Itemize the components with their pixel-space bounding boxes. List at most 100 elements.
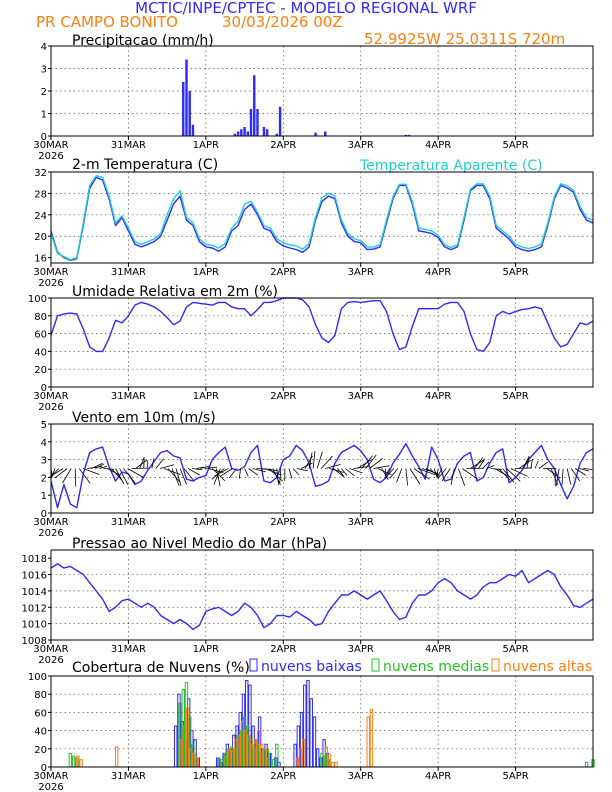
wind-arrow [385,468,391,476]
wind-ytick-label: 0 [41,509,47,520]
legend-swatch-low [249,658,258,672]
wind-arrow [579,468,589,472]
rh-ytick-label: 20 [34,365,47,376]
wind-arrow [204,466,218,469]
clouds-bar [315,748,320,768]
wind-arrow [308,452,313,469]
wind-xtick-label: 5APR [502,517,528,528]
temp-ytick-label: 20 [34,232,47,243]
wind-arrow [264,468,282,476]
wind-arrow [345,468,355,477]
header-location: PR CAMPO BONITO [36,13,178,31]
precip-frame [50,45,594,137]
precip-title: Precipitacao (mm/h) [72,33,214,49]
temp-xtick-label: 5APR [502,267,528,278]
pressure-title: Pressao ao Nivel Medio do Mar (hPa) [72,536,327,552]
wind-arrow [213,468,221,485]
wind-frame [50,423,594,514]
wind-arrow [107,468,120,476]
rh-xtick-label: 3APR [348,391,374,402]
pressure-series-line [50,563,594,631]
precip-ytick-label: 2 [41,87,47,98]
wind-arrow [252,468,266,473]
wind-arrow [212,468,226,482]
precip-bar [236,131,240,136]
wind-arrow [127,468,144,478]
rh-xtick-label: 2APR [270,391,296,402]
legend-swatch-high [491,658,500,672]
rh-title: Umidade Relativa em 2m (%) [72,284,278,300]
precip-bar [249,109,253,136]
precip-xtick-label: 4APR [425,140,451,151]
wind-arrow [417,468,435,476]
wind-arrow [405,468,408,486]
precip-bar [246,131,250,136]
rh-ytick-label: 0 [41,383,47,394]
clouds-bar [306,680,310,768]
wind-xtick-label: 1APR [193,517,219,528]
wind-arrow [272,468,281,486]
clouds-title: Cobertura de Nuvens (%) [72,660,250,676]
pressure-xtick-label: 31MAR [111,644,146,655]
wind-arrow [396,468,403,483]
precip-xtick-year: 2026 [38,151,63,162]
rh-panel: 0 20 40 60 80 100 Umidade Relativa em 2m (%) 30… [28,284,594,413]
clouds-xtick-label: 30MAR [33,771,68,782]
wind-arrow [248,468,259,476]
wind-arrow [167,468,181,483]
wind-arrow [506,468,521,482]
wind-arrow [566,468,572,485]
wind-arrow [522,456,530,469]
pressure-xtick-label: 5APR [502,644,528,655]
wind-arrow [413,468,430,480]
wind-xtick-label: 4APR [425,517,451,528]
wind-arrow [486,465,495,469]
rh-xtick-year: 2026 [38,402,63,413]
wind-arrow [123,468,136,484]
temp-ytick-label: 32 [34,168,47,179]
wind-arrow [353,466,369,469]
pressure-ytick-label: 1014 [22,587,47,598]
wind-arrow [470,459,484,469]
wind-arrow [575,468,587,476]
wind-arrow [436,468,443,478]
wind-arrow [333,468,344,477]
wind-arrow [175,468,182,486]
precip-xtick-label: 31MAR [111,140,146,151]
temp-xtick-label: 30MAR [33,267,68,278]
temp-xtick-year: 2026 [38,278,63,289]
header-title: MCTIC/INPE/CPTEC - MODELO REGIONAL WRF [135,0,477,17]
clouds-bar [584,761,589,768]
wind-arrow [341,468,348,476]
pressure-ytick-label: 1008 [22,636,47,647]
clouds-bar [174,725,178,768]
precip-xtick-label: 2APR [270,140,296,151]
wind-ytick-label: 5 [41,420,47,431]
clouds-ytick-label: 0 [41,763,47,774]
precip-bar [233,133,237,136]
rh-xtick-label: 30MAR [33,391,68,402]
temp-series-line [50,175,594,261]
clouds-bar [331,761,335,768]
wind-arrow [320,455,333,469]
wind-arrow [78,468,91,484]
precip-bar [324,131,327,136]
precip-bar [404,134,408,136]
wind-arrow [498,468,511,481]
wind-arrow [99,465,108,469]
precip-bar [188,91,191,136]
temp-xtick-label: 4APR [425,267,451,278]
precip-bar [407,134,411,136]
wind-ytick-label: 4 [41,438,47,449]
clouds-bar [114,746,119,768]
wind-arrow [316,451,323,469]
wind-arrow [159,464,175,469]
precip-bar [314,132,317,136]
clouds-xtick-label: 1APR [193,771,219,782]
rh-series-line [50,297,594,353]
wind-arrow [183,468,195,481]
pressure-panel: 1008 1010 1012 1014 1016 1018 Pressao ao Nivel… [22,536,594,666]
wind-xtick-year: 2026 [38,528,63,539]
wind-arrow [361,455,373,469]
